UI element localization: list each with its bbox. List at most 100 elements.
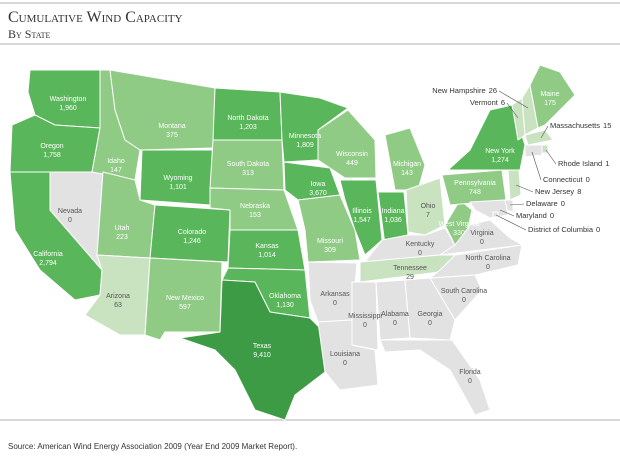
state-value: 449 <box>346 160 358 167</box>
state-name: Maryland <box>516 211 547 220</box>
state <box>179 279 326 421</box>
state-value: 1,758 <box>43 152 61 159</box>
state-name: Utah <box>115 225 130 232</box>
state-name: Arizona <box>106 293 130 300</box>
state <box>404 277 456 341</box>
leader-line <box>498 90 529 109</box>
state-name: Iowa <box>311 181 326 188</box>
state <box>405 177 446 236</box>
state-name: Illinois <box>352 208 372 215</box>
state-name: Oregon <box>40 143 63 150</box>
state-value: 15 <box>603 121 611 130</box>
state-value: 0 <box>468 378 472 385</box>
leader-line <box>515 184 534 193</box>
state-name: Tennessee <box>393 265 427 272</box>
state-value: 375 <box>166 132 178 139</box>
state <box>297 194 361 263</box>
state-value: 153 <box>249 212 261 219</box>
state <box>469 199 509 219</box>
subtitle: By State <box>8 27 50 41</box>
state-name: Louisiana <box>330 351 360 358</box>
state-value: 0 <box>480 239 484 246</box>
state-name: Texas <box>253 343 272 350</box>
state-label: Delaware 0 <box>526 199 565 208</box>
state <box>227 229 306 271</box>
leader-line <box>499 209 515 217</box>
state-value: 0 <box>333 300 337 307</box>
state-value: 8 <box>577 187 581 196</box>
state-name: Mississippi <box>348 313 382 320</box>
state <box>375 279 411 341</box>
state-value: 0 <box>462 297 466 304</box>
state-value: 147 <box>110 167 122 174</box>
state-value: 7 <box>426 212 430 219</box>
state-value: 0 <box>418 250 422 257</box>
state-value: 0 <box>428 320 432 327</box>
state <box>339 179 383 256</box>
state-name: New York <box>485 148 515 155</box>
state-name: Montana <box>158 123 185 130</box>
state-name: Kentucky <box>406 241 435 248</box>
state-name: South Carolina <box>441 288 487 295</box>
state-value: 1,246 <box>183 238 201 245</box>
state-value: 6 <box>501 98 505 107</box>
state-value: 313 <box>242 170 254 177</box>
state-label: New Hampshire 26 <box>432 86 497 95</box>
state-name: Virginia <box>470 230 493 237</box>
state-name: Wisconsin <box>336 151 368 158</box>
state-label: Rhode Island 1 <box>558 159 609 168</box>
state-value: 0 <box>393 320 397 327</box>
state-label: District of Columbia 0 <box>528 225 600 234</box>
state-name: New Hampshire <box>432 86 485 95</box>
state-value: 143 <box>401 170 413 177</box>
state-value: 0 <box>586 175 590 184</box>
state-name: North Carolina <box>465 255 510 262</box>
state-value: 0 <box>363 322 367 329</box>
state-name: Missouri <box>317 238 344 245</box>
leader-line <box>540 125 549 139</box>
state-value: 2,794 <box>39 260 57 267</box>
state-value: 29 <box>406 274 414 281</box>
state-name: South Dakota <box>227 161 270 168</box>
state-value: 1,014 <box>258 252 276 259</box>
state-name: District of Columbia <box>528 225 594 234</box>
state <box>524 129 554 146</box>
state-value: 0 <box>561 199 565 208</box>
state-name: Oklahoma <box>269 293 301 300</box>
state-value: 63 <box>114 302 122 309</box>
state-label: New Jersey 8 <box>535 187 581 196</box>
state-name: California <box>33 251 63 258</box>
state-value: 0 <box>596 225 600 234</box>
state-name: Florida <box>459 369 481 376</box>
state <box>384 127 426 191</box>
state-name: Maine <box>540 91 559 98</box>
state <box>212 87 283 141</box>
state <box>524 144 543 158</box>
state <box>109 69 216 151</box>
state-name: Vermont <box>470 98 499 107</box>
state-name: Ohio <box>421 203 436 210</box>
state-name: West Virginia <box>439 221 480 228</box>
state-value: 309 <box>324 247 336 254</box>
state-value: 748 <box>469 189 481 196</box>
state-value: 330 <box>453 230 465 237</box>
state-value: 1,960 <box>59 105 77 112</box>
state-name: Rhode Island <box>558 159 602 168</box>
states <box>9 64 576 421</box>
state-name: Alabama <box>381 311 409 318</box>
state <box>441 169 507 206</box>
state-name: New Mexico <box>166 295 204 302</box>
state-name: Washington <box>50 96 87 103</box>
state-value: 0 <box>343 360 347 367</box>
state-value: 9,410 <box>253 352 271 359</box>
state-value: 0 <box>486 264 490 271</box>
state-name: North Dakota <box>227 115 268 122</box>
state-name: Michigan <box>393 161 421 168</box>
leader-line <box>506 102 519 119</box>
state-name: Massachusetts <box>550 121 600 130</box>
state-value: 1,809 <box>296 142 314 149</box>
state-value: 1,203 <box>239 124 257 131</box>
leader-line <box>531 151 542 181</box>
state-value: 1,274 <box>491 157 509 164</box>
